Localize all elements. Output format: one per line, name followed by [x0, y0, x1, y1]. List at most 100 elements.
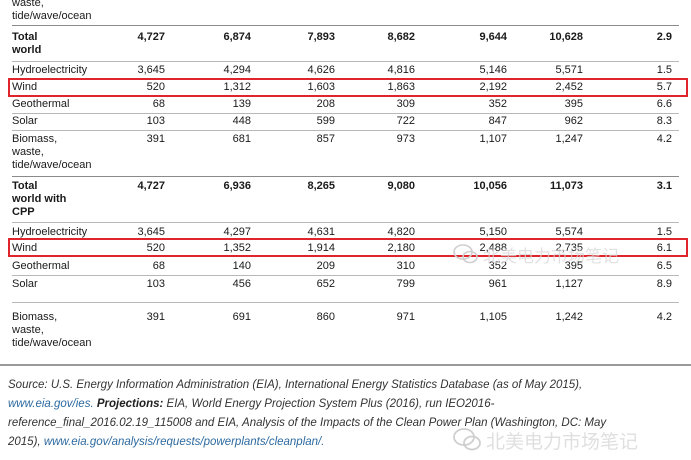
- row-label-line: Solar: [12, 278, 38, 290]
- cell-value: 4,816: [387, 64, 415, 76]
- cell-value: 5,574: [555, 226, 583, 238]
- cell-value: 6.5: [656, 260, 672, 272]
- watermark: 北美电力市场笔记: [453, 241, 683, 267]
- row-label-line: CPP: [12, 206, 35, 218]
- row-divider: [12, 61, 679, 62]
- cell-value: 4,631: [307, 226, 335, 238]
- row-label: Total world: [12, 31, 41, 57]
- row-label-line: Hydroelectricity: [12, 64, 88, 76]
- source-note: Source: U.S. Energy Information Administ…: [8, 376, 684, 452]
- wechat-icon: [453, 428, 481, 451]
- cell-value: 5,146: [479, 64, 507, 76]
- cell-value: 799: [396, 278, 415, 290]
- row-label: Biomass, waste, tide/wave/ocean: [12, 311, 92, 350]
- row-label-line: Total: [12, 180, 38, 192]
- cell-value: 860: [316, 311, 335, 323]
- row-divider: [12, 222, 679, 223]
- cell-value: 3.1: [656, 180, 672, 192]
- cell-value: 103: [146, 115, 165, 127]
- cell-value: 857: [316, 133, 335, 145]
- cell-value: 68: [152, 98, 165, 110]
- cell-value: 1,603: [307, 81, 335, 93]
- ies-link[interactable]: www.eia.gov/ies.: [8, 398, 94, 410]
- row-label-line: waste,: [12, 0, 44, 9]
- cleanplan-link[interactable]: www.eia.gov/analysis/requests/powerplant…: [43, 436, 325, 448]
- row-divider: [12, 130, 679, 131]
- cell-value: 962: [564, 115, 583, 127]
- cell-value: 1,352: [223, 242, 251, 254]
- row-label-line: Geothermal: [12, 98, 70, 110]
- row-divider: [12, 275, 679, 276]
- cell-value: 310: [396, 260, 415, 272]
- cell-value: 1.5: [656, 64, 672, 76]
- row-label-line: Total: [12, 31, 38, 43]
- row-label-line: tide/wave/ocean: [12, 10, 92, 22]
- cell-value: 6.6: [656, 98, 672, 110]
- cell-value: 395: [564, 98, 583, 110]
- cell-value: 2,192: [479, 81, 507, 93]
- table-bottom-rule: [0, 364, 691, 366]
- watermark-text: 北美电力市场笔记: [483, 247, 619, 266]
- wechat-icon: [453, 244, 478, 264]
- cell-value: 973: [396, 133, 415, 145]
- cell-value: 448: [232, 115, 251, 127]
- cell-value: 520: [146, 242, 165, 254]
- wind-row-highlight: [8, 238, 688, 257]
- cell-value: 3,645: [137, 64, 165, 76]
- cell-value: 847: [488, 115, 507, 127]
- row-label: Total world with CPP: [12, 180, 66, 219]
- cell-value: 4,297: [223, 226, 251, 238]
- row-label: Geothermal: [12, 260, 69, 273]
- cell-value: 1,914: [307, 242, 335, 254]
- cell-value: 6,874: [223, 31, 251, 43]
- row-label-line: tide/wave/ocean: [12, 337, 92, 349]
- row-label-line: world with: [12, 193, 67, 205]
- cell-value: 4,727: [137, 31, 165, 43]
- cell-value: 961: [488, 278, 507, 290]
- source-line-3: reference_final_2016.02.19_115008 and EI…: [8, 417, 607, 429]
- cell-value: 4,626: [307, 64, 335, 76]
- cell-value: 6,936: [223, 180, 251, 192]
- cell-value: 2,735: [555, 242, 583, 254]
- cell-value: 5,571: [555, 64, 583, 76]
- cell-value: 5,150: [479, 226, 507, 238]
- projections-text: EIA, World Energy Projection System Plus…: [163, 398, 495, 410]
- cell-value: 6.1: [656, 242, 672, 254]
- cell-value: 1.5: [656, 226, 672, 238]
- row-label-line: Hydroelectricity: [12, 226, 88, 238]
- row-label: Wind: [12, 81, 37, 94]
- cell-value: 68: [152, 260, 165, 272]
- cell-value: 1,247: [555, 133, 583, 145]
- cell-value: 2,488: [479, 242, 507, 254]
- cell-value: 599: [316, 115, 335, 127]
- cell-value: 10,628: [549, 31, 583, 43]
- cell-value: 1,242: [555, 311, 583, 323]
- row-divider: [12, 113, 679, 114]
- cell-value: 3,645: [137, 226, 165, 238]
- row-label: waste, tide/wave/ocean: [12, 0, 92, 23]
- cell-value: 4.2: [656, 311, 672, 323]
- row-label: Solar: [12, 115, 38, 128]
- row-label: Hydroelectricity: [12, 226, 87, 239]
- cell-value: 2.9: [656, 31, 672, 43]
- cell-value: 391: [146, 311, 165, 323]
- cell-value: 681: [232, 133, 251, 145]
- cell-value: 140: [232, 260, 251, 272]
- cell-value: 1,863: [387, 81, 415, 93]
- watermark: 北美电力市场笔记: [452, 425, 688, 455]
- cell-value: 7,893: [307, 31, 335, 43]
- row-label-line: Biomass,: [12, 311, 58, 323]
- row-divider: [12, 302, 679, 303]
- row-label-line: tide/wave/ocean: [12, 159, 92, 171]
- row-label-line: waste,: [12, 146, 44, 158]
- cell-value: 5.7: [656, 81, 672, 93]
- cell-value: 456: [232, 278, 251, 290]
- row-label: Solar: [12, 278, 38, 291]
- row-label-line: waste,: [12, 324, 44, 336]
- cell-value: 209: [316, 260, 335, 272]
- cell-value: 391: [146, 133, 165, 145]
- row-label-line: Wind: [12, 242, 38, 254]
- cell-value: 1,107: [479, 133, 507, 145]
- cell-value: 1,312: [223, 81, 251, 93]
